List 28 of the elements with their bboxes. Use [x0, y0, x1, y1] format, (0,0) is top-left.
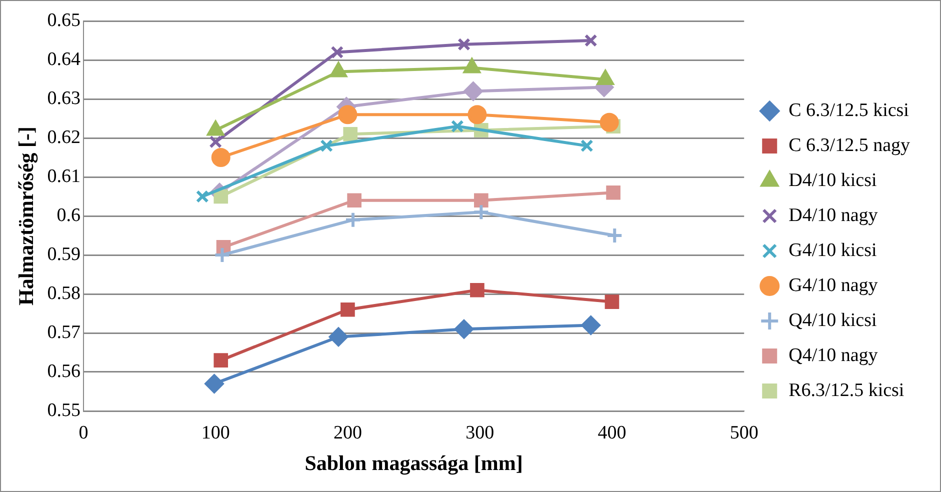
x-tick-label: 500	[730, 422, 758, 444]
y-tick-label: 0.62	[47, 126, 80, 148]
y-tick-label: 0.63	[47, 88, 80, 109]
legend-label: G4/10 kicsi	[788, 240, 877, 261]
y-tick-label: 0.55	[47, 400, 80, 421]
legend-label: G4/10 nagy	[788, 274, 878, 296]
legend-label: Q4/10 nagy	[788, 344, 878, 366]
y-tick-label: 0.64	[47, 48, 81, 70]
y-tick-label: 0.57	[47, 322, 80, 343]
x-tick-label: 200	[333, 422, 362, 444]
x-tick-label: 400	[598, 422, 626, 444]
legend-label: C 6.3/12.5 kicsi	[788, 100, 909, 121]
legend-label: D4/10 nagy	[788, 204, 878, 226]
x-tick-label: 0	[78, 422, 88, 444]
legend-label: D4/10 kicsi	[788, 170, 877, 191]
y-tick-label: 0.59	[47, 244, 80, 265]
x-axis-title: Sablon magassága [mm]	[304, 450, 523, 475]
y-tick-label: 0.56	[47, 360, 80, 382]
y-tick-label: 0.6	[56, 204, 80, 226]
legend-label: Q4/10 kicsi	[788, 310, 877, 331]
legend-label: R6.3/12.5 kicsi	[788, 380, 904, 401]
x-tick-label: 100	[201, 422, 230, 444]
y-tick-label: 0.61	[47, 166, 80, 187]
y-tick-label: 0.65	[47, 10, 80, 31]
legend-label: C 6.3/12.5 nagy	[788, 134, 910, 156]
x-tick-label: 300	[466, 422, 494, 444]
y-tick-label: 0.58	[47, 282, 80, 304]
y-axis-title: Halmaztömrőség [-]	[14, 126, 38, 306]
